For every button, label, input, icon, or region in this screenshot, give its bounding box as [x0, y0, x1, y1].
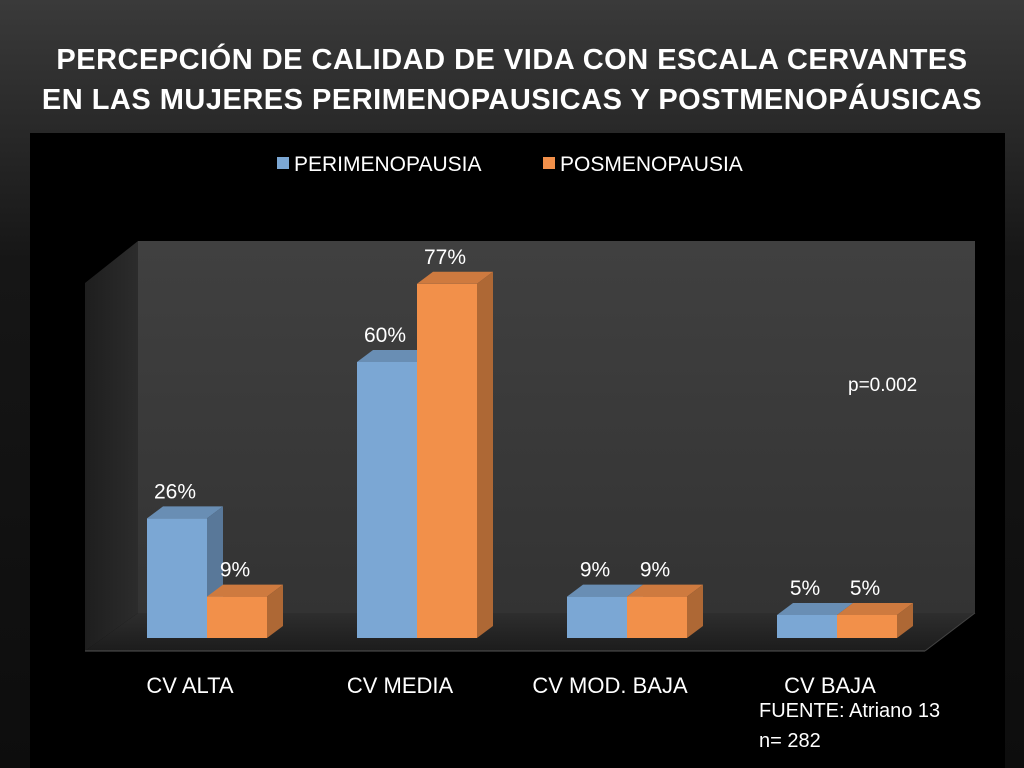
bar-chart: PERIMENOPAUSIA POSMENOPAUSIA 26% 9% 60% 77%… — [85, 153, 976, 752]
bar-posmenopausia-0 — [207, 584, 283, 638]
x-tick-label: CV BAJA — [784, 673, 876, 698]
bar-front — [777, 615, 837, 638]
bar-front — [417, 283, 477, 638]
x-tick-label: CV ALTA — [146, 673, 234, 698]
plot-back-wall — [138, 241, 975, 613]
data-label: 26% — [154, 480, 196, 503]
data-label: 9% — [580, 559, 610, 582]
slide-title-line1: PERCEPCIÓN DE CALIDAD DE VIDA CON ESCALA… — [56, 44, 968, 76]
bar-side — [267, 584, 283, 638]
plot-floor — [85, 613, 975, 651]
bar-top — [417, 271, 493, 284]
bars-group: 26% 9% 60% 77% 9% 9% 5% 5% — [147, 246, 913, 638]
bar-front — [837, 615, 897, 638]
legend: PERIMENOPAUSIA POSMENOPAUSIA — [277, 153, 743, 176]
data-label: 9% — [220, 559, 250, 582]
bar-posmenopausia-1 — [417, 271, 493, 638]
legend-swatch-posmenopausia — [543, 157, 555, 169]
x-axis-labels: CV ALTA CV MEDIA CV MOD. BAJA CV BAJA — [146, 673, 876, 698]
bar-top — [777, 603, 853, 615]
bar-front — [357, 362, 417, 638]
data-label: 9% — [640, 559, 670, 582]
slide-title-line2: EN LAS MUJERES PERIMENOPAUSICAS Y POSTME… — [41, 84, 983, 116]
bar-front — [567, 596, 627, 638]
plot-side-wall — [85, 241, 138, 651]
x-tick-label: CV MEDIA — [347, 673, 454, 698]
p-value-annotation: p=0.002 — [848, 375, 917, 396]
legend-label-perimenopausia: PERIMENOPAUSIA — [294, 153, 481, 176]
bar-top — [837, 603, 913, 615]
legend-label-posmenopausia: POSMENOPAUSIA — [560, 153, 743, 176]
slide-title: PERCEPCIÓN DE CALIDAD DE VIDA CON ESCALA… — [0, 40, 1024, 120]
chart-panel: PERIMENOPAUSIA POSMENOPAUSIA 26% 9% 60% 77%… — [30, 133, 1005, 768]
sample-size-note: n= 282 — [759, 730, 821, 752]
bar-side — [687, 584, 703, 638]
bar-front — [207, 596, 267, 638]
bar-front — [147, 518, 207, 638]
legend-swatch-perimenopausia — [277, 157, 289, 169]
data-label: 5% — [850, 577, 880, 600]
floor-right-edge — [924, 612, 976, 652]
data-label: 77% — [424, 246, 466, 269]
bar-top — [147, 506, 223, 519]
bar-side — [897, 603, 913, 638]
bar-posmenopausia-2 — [627, 584, 703, 638]
bar-top — [627, 584, 703, 597]
source-note: FUENTE: Atriano 13 — [759, 700, 940, 722]
bar-top — [567, 584, 643, 597]
bar-front — [627, 596, 687, 638]
x-tick-label: CV MOD. BAJA — [532, 673, 688, 698]
bar-posmenopausia-3 — [837, 603, 913, 638]
data-label: 60% — [364, 324, 406, 347]
bar-side — [477, 271, 493, 638]
bar-top — [207, 584, 283, 597]
bar-top — [357, 350, 433, 362]
data-label: 5% — [790, 577, 820, 600]
